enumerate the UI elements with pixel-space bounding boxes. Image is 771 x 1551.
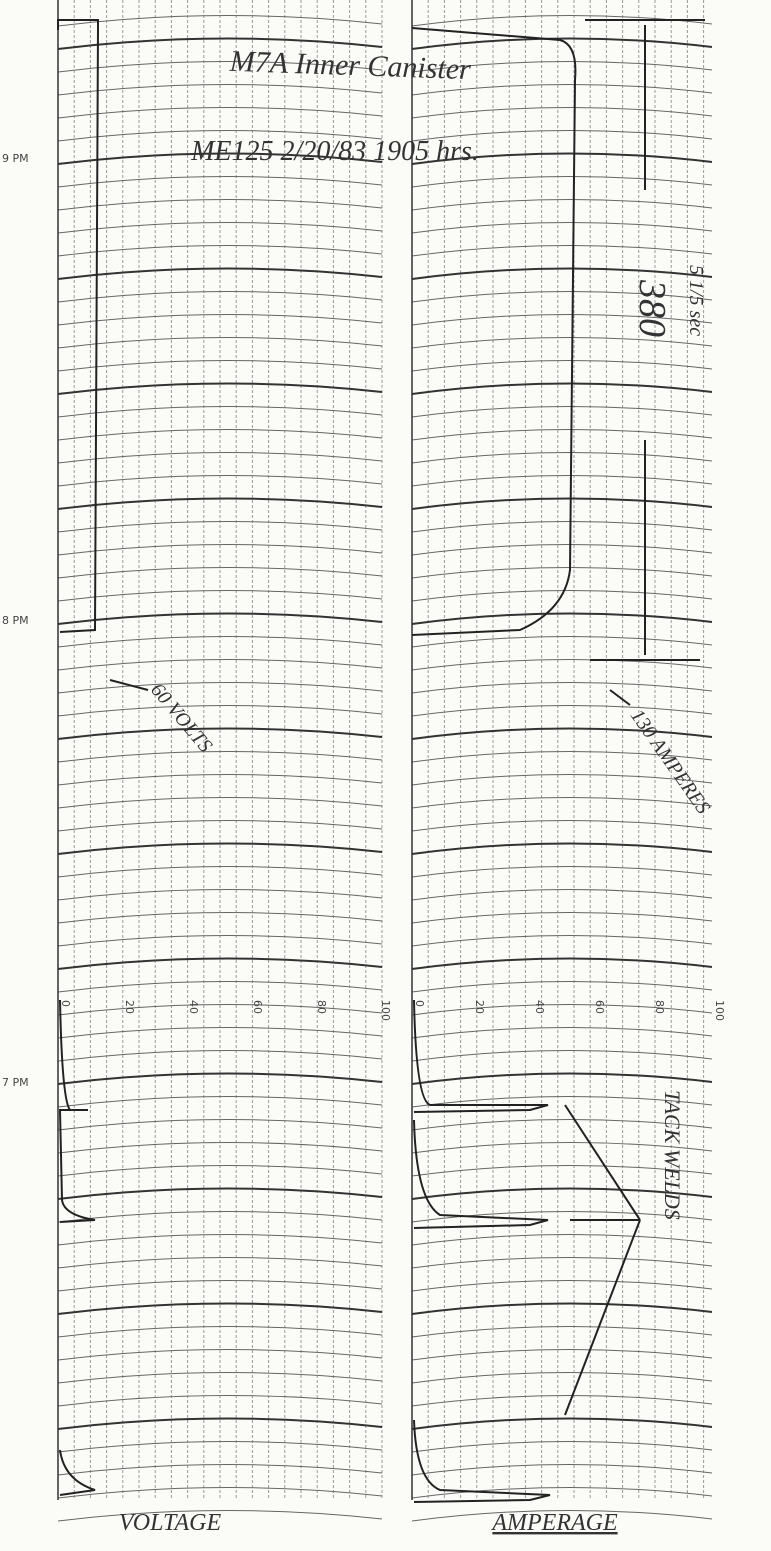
time-label: 7 PM — [2, 1076, 29, 1089]
header-line: ME125 2/20/83 1905 hrs. — [190, 136, 479, 167]
time-label: 9 PM — [2, 152, 29, 165]
annotation: 5 1/5 sec — [685, 265, 707, 336]
scale-label: 100 — [713, 1000, 726, 1021]
scale-label: 40 — [533, 1000, 546, 1014]
scale-label: 100 — [379, 1000, 392, 1021]
scale-label: 20 — [123, 1000, 136, 1014]
scale-label: 60 — [593, 1000, 606, 1014]
chart-recording: M7A Inner Canister ME125 2/20/83 1905 hr… — [0, 0, 771, 1551]
scale-label: 20 — [473, 1000, 486, 1014]
time-label: 8 PM — [2, 614, 29, 627]
footer-label: AMPERAGE — [490, 1510, 618, 1536]
scale-label: 0 — [59, 1000, 72, 1007]
scale-label: 0 — [413, 1000, 426, 1007]
scale-label: 80 — [315, 1000, 328, 1014]
footer-label: VOLTAGE — [119, 1510, 222, 1536]
scale-label: 60 — [251, 1000, 264, 1014]
annotation: 380 — [631, 279, 673, 337]
scale-label: 80 — [653, 1000, 666, 1014]
scale-label: 40 — [187, 1000, 200, 1014]
annotation: TACK WELDS — [660, 1090, 685, 1220]
